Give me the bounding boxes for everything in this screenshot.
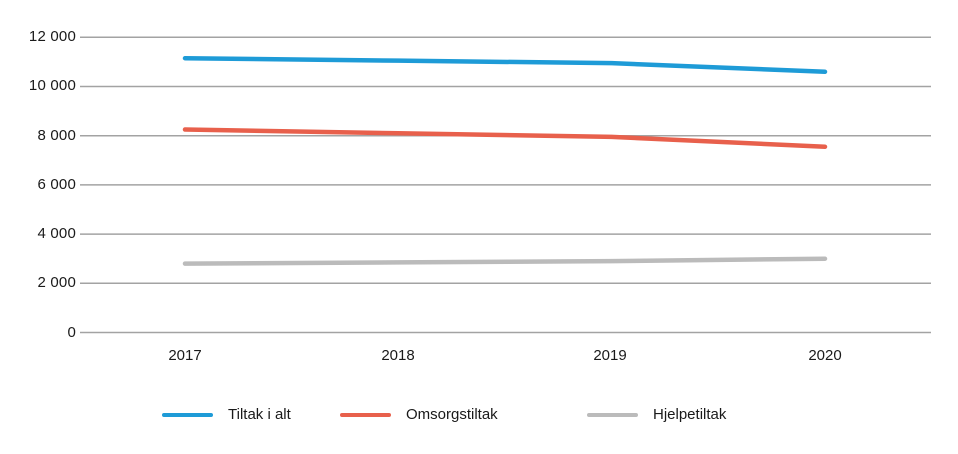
legend-label: Tiltak i alt — [228, 406, 291, 423]
series-line-hjelpetiltak — [182, 256, 828, 266]
x-tick-label: 2019 — [593, 347, 627, 364]
legend-item: Hjelpetiltak — [587, 406, 726, 424]
y-tick-label: 12 000 — [28, 28, 76, 45]
legend-label: Omsorgstiltak — [406, 406, 498, 423]
series-line-tiltak-i-alt — [182, 55, 828, 74]
y-tick-label: 4 000 — [37, 225, 76, 242]
legend-item: Omsorgstiltak — [340, 406, 498, 424]
series-line-omsorgstiltak — [182, 127, 828, 150]
y-tick-label: 10 000 — [28, 77, 76, 94]
legend-label: Hjelpetiltak — [653, 406, 727, 423]
x-tick-label: 2020 — [808, 347, 842, 364]
legend-line-swatch — [162, 412, 213, 418]
legend-line-swatch — [340, 412, 391, 418]
y-tick-label: 0 — [67, 324, 76, 341]
legend-line-swatch — [587, 412, 638, 418]
y-tick-label: 2 000 — [37, 274, 76, 291]
y-tick-label: 8 000 — [37, 127, 76, 144]
legend-item: Tiltak i alt — [162, 406, 291, 424]
y-tick-label: 6 000 — [37, 176, 76, 193]
x-tick-label: 2018 — [381, 347, 415, 364]
x-tick-label: 2017 — [168, 347, 202, 364]
